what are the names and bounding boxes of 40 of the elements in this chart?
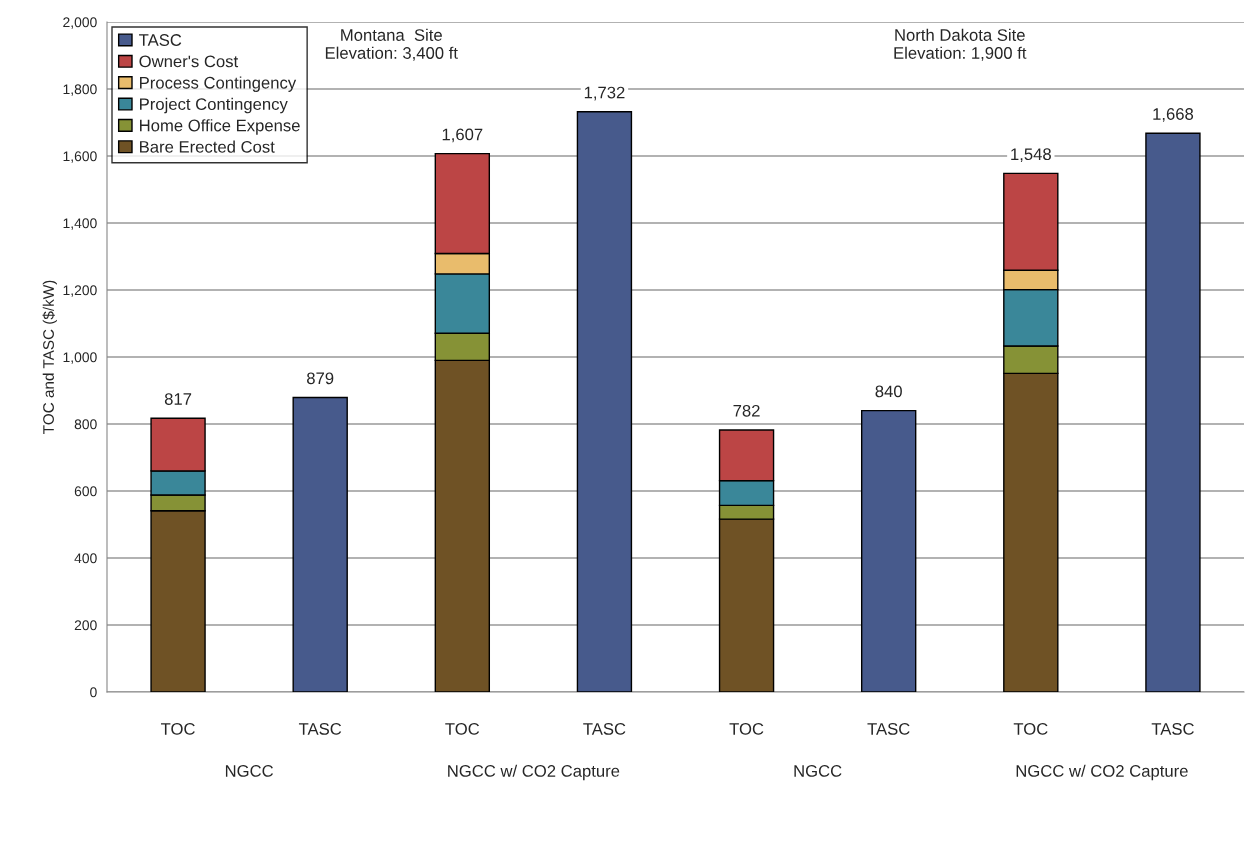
total-label: 782 [733, 404, 760, 417]
y-tick-label: 400 [74, 553, 97, 564]
legend-label: Project Contingency [140, 97, 288, 114]
total-label: 1,668 [1153, 108, 1194, 122]
y-axis-title: TOC and TASC ($/kW) [42, 280, 57, 434]
total-label: 840 [875, 385, 902, 398]
y-tick-label: 1,600 [63, 151, 97, 163]
x-tick-label: TOC [160, 723, 195, 735]
text: NGCC w/ CO2 Capture [448, 764, 620, 781]
x-tick-label: TOC [729, 723, 764, 735]
text: NGCC [225, 765, 274, 777]
y-tick-label: 2,000 [63, 17, 97, 29]
y-tick-label: 1,800 [63, 84, 97, 96]
x-tick-label: TASC [298, 723, 342, 735]
legend-label: Process Contingency [140, 76, 297, 92]
text: NGCC [794, 765, 842, 777]
y-tick-label: 800 [74, 419, 97, 430]
total-label: 817 [164, 393, 192, 405]
x-tick-label: TASC [867, 723, 910, 735]
y-tick-label: 1,000 [63, 352, 97, 364]
x-tick-label: TASC [1151, 723, 1194, 735]
y-tick-label: 200 [74, 620, 97, 631]
x-tick-label: TOC [1013, 723, 1048, 735]
total-label: 1,607 [442, 128, 483, 143]
total-label: 1,732 [584, 86, 625, 101]
text: NGCC w/ CO2 Capture [1016, 764, 1188, 781]
y-tick-label: 1,200 [63, 285, 97, 297]
y-tick-label: 600 [74, 486, 97, 497]
legend-label: Owner's Cost [139, 55, 239, 68]
legend-label: TASC [139, 34, 182, 46]
x-tick-label: TOC [445, 723, 480, 735]
total-label: 879 [307, 372, 334, 385]
legend-label: Home Office Expense [140, 119, 300, 135]
y-tick-label: 1,400 [63, 218, 97, 230]
x-tick-label: TASC [583, 723, 626, 735]
annotation: Montana Site Elevation: 3,400 ft [325, 28, 458, 61]
total-label: 1,548 [1011, 148, 1051, 163]
legend-label: Bare Erected Cost [140, 140, 275, 153]
y-tick-label: 0 [90, 687, 97, 698]
annotation: North Dakota Site Elevation: 1,900 ft [894, 28, 1027, 61]
